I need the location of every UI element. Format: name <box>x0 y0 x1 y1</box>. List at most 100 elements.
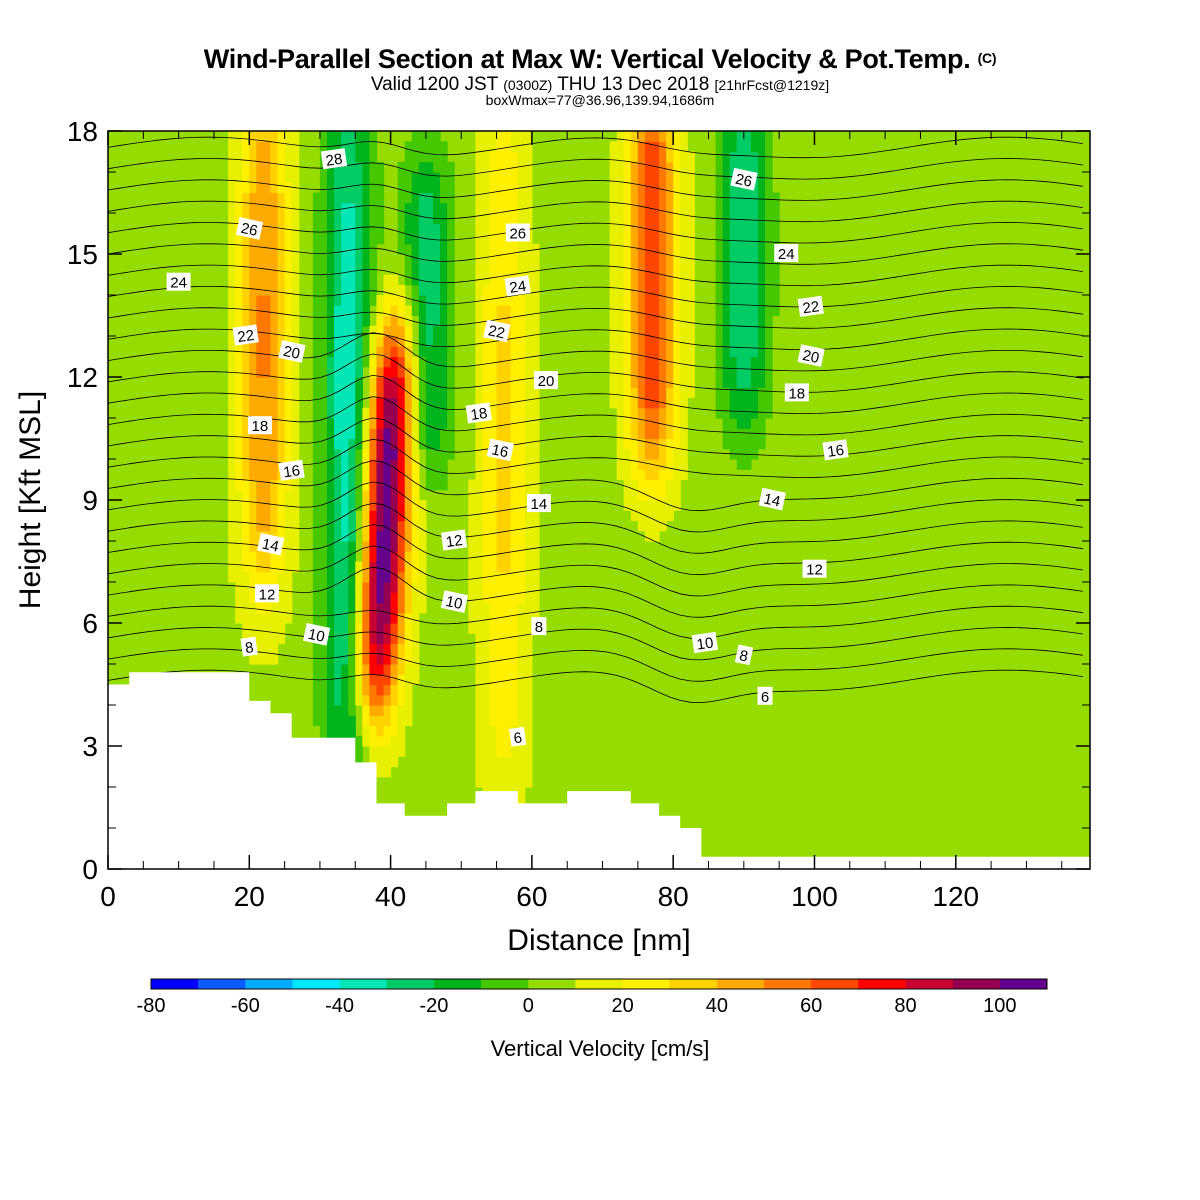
field-cell <box>355 213 363 224</box>
field-cell <box>680 356 688 368</box>
field-cell <box>418 182 427 194</box>
field-cell <box>651 233 660 245</box>
theta-label-text: 18 <box>470 405 489 424</box>
field-cell <box>765 192 773 204</box>
field-cell <box>334 530 342 542</box>
field-cell <box>524 315 533 327</box>
field-cell <box>623 213 632 224</box>
field-cell <box>630 274 639 286</box>
field-cell <box>475 756 484 768</box>
field-cell <box>228 325 236 337</box>
field-cell <box>623 295 632 306</box>
field-cell <box>680 336 688 347</box>
field-cell <box>277 161 286 173</box>
field-cell <box>623 284 632 296</box>
field-cell <box>623 254 632 265</box>
field-cell <box>517 469 526 481</box>
field-cell <box>673 366 681 378</box>
field-cell <box>319 305 328 317</box>
field-cell <box>496 182 505 194</box>
field-cell <box>440 407 448 419</box>
field-cell <box>312 715 321 727</box>
field-cell <box>312 336 321 347</box>
field-cell <box>334 561 342 573</box>
field-cell <box>334 489 342 501</box>
field-cell <box>291 387 300 399</box>
field-cell <box>531 295 540 306</box>
field-cell <box>411 469 420 481</box>
field-cell <box>743 346 752 358</box>
field-cell <box>334 715 342 727</box>
theta-label: 10 <box>440 590 469 613</box>
field-cell <box>644 182 653 194</box>
field-cell <box>383 397 392 409</box>
field-cell <box>327 377 335 388</box>
field-cell <box>376 336 385 347</box>
field-cell <box>475 284 484 296</box>
field-cell <box>263 305 272 317</box>
field-cell <box>355 161 363 173</box>
field-cell <box>411 254 420 265</box>
field-cell <box>609 366 618 378</box>
field-cell <box>765 233 773 245</box>
field-cell <box>475 141 484 153</box>
field-cell <box>362 479 370 491</box>
field-cell <box>341 284 349 296</box>
field-cell <box>263 233 272 245</box>
field-cell <box>341 366 349 378</box>
field-cell <box>496 407 505 419</box>
field-cell <box>355 346 363 358</box>
field-cell <box>369 223 378 235</box>
field-cell <box>524 756 533 768</box>
field-cell <box>715 202 724 214</box>
field-cell <box>284 541 293 552</box>
field-cell <box>687 325 695 337</box>
field-cell <box>630 489 639 501</box>
field-cell <box>651 500 660 511</box>
field-cell <box>489 582 498 593</box>
theta-label-box <box>440 529 468 551</box>
field-cell <box>510 438 519 450</box>
field-cell <box>404 418 413 429</box>
field-cell <box>510 243 519 255</box>
field-cell <box>496 756 505 768</box>
field-cell <box>249 213 257 224</box>
field-cell <box>369 756 378 768</box>
field-cell <box>228 202 236 214</box>
field-cell <box>376 356 385 368</box>
field-cell <box>319 541 328 552</box>
field-cell <box>743 161 752 173</box>
field-cell <box>319 694 328 706</box>
field-cell <box>524 161 533 173</box>
field-cell <box>496 428 505 440</box>
field-cell <box>235 182 243 194</box>
field-cell <box>397 377 406 388</box>
field-cell <box>263 377 272 388</box>
field-cell <box>362 284 370 296</box>
theta-label: 26 <box>730 167 758 191</box>
field-cell <box>383 705 392 716</box>
field-cell <box>319 397 328 409</box>
field-cell <box>291 418 300 429</box>
field-cell <box>750 315 759 327</box>
field-cell <box>425 264 434 276</box>
field-cell <box>425 325 434 337</box>
field-cell <box>750 305 759 317</box>
field-cell <box>489 766 498 778</box>
field-cell <box>503 602 512 614</box>
field-cell <box>510 510 519 522</box>
field-cell <box>404 192 413 204</box>
field-cell <box>284 612 293 624</box>
field-cell <box>362 274 370 286</box>
field-cell <box>736 213 745 224</box>
field-cell <box>228 448 236 460</box>
field-cell <box>228 336 236 347</box>
field-cell <box>482 664 491 675</box>
field-cell <box>334 264 342 276</box>
field-cell <box>327 325 335 337</box>
field-cell <box>475 397 484 409</box>
field-cell <box>312 653 321 665</box>
field-cell <box>425 418 434 429</box>
field-cell <box>496 766 505 778</box>
field-cell <box>637 172 646 183</box>
